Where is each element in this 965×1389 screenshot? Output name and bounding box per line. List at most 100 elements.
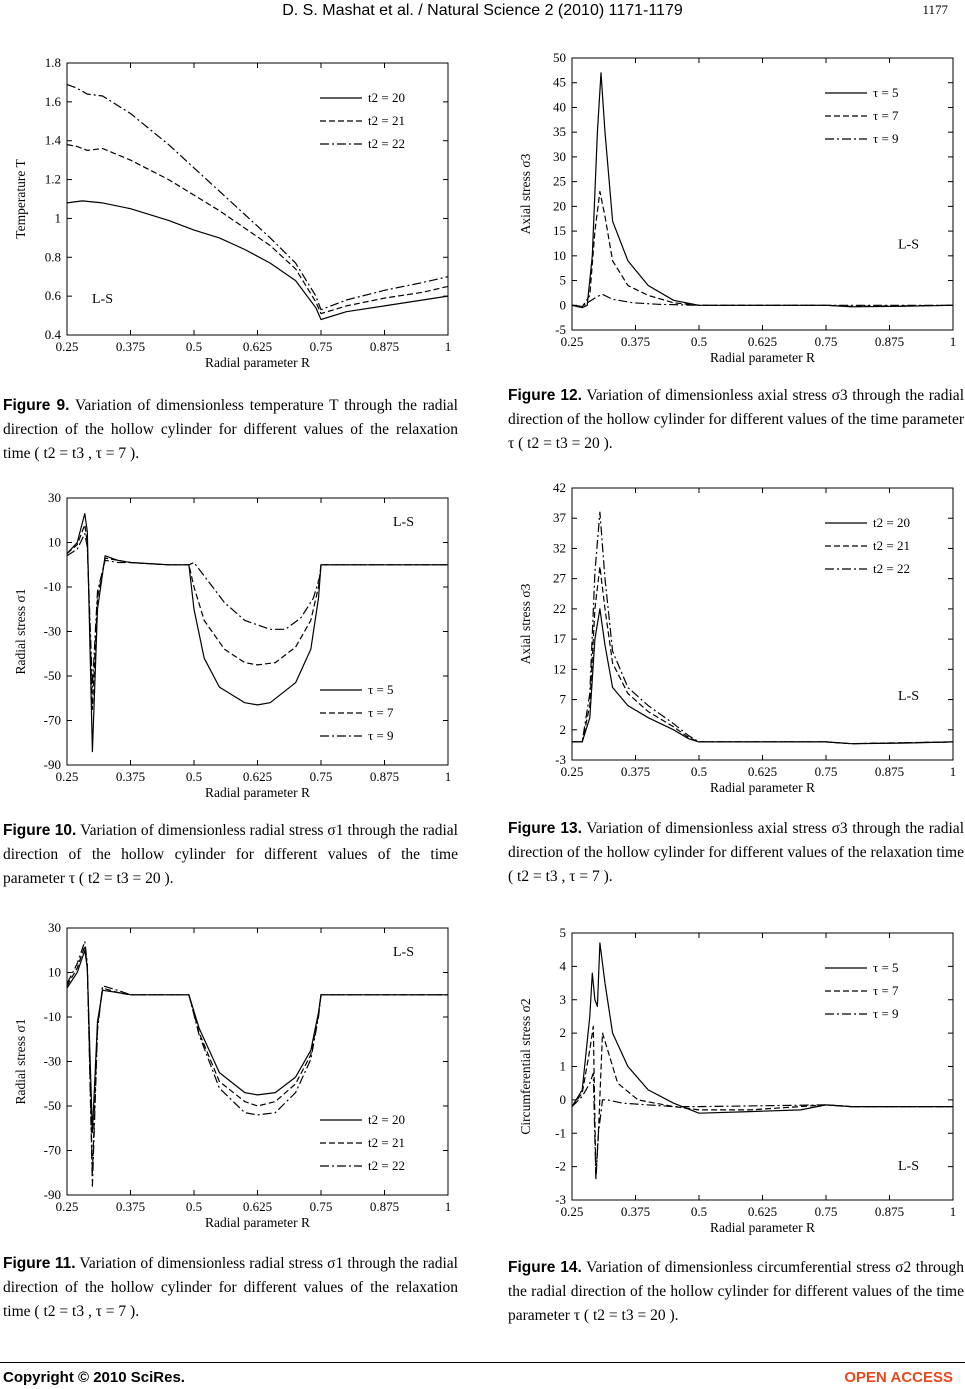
y-tick-label: 27	[553, 571, 567, 586]
y-axis-label: Circumferential stress σ2	[518, 998, 533, 1134]
y-tick-label: 1	[560, 1059, 567, 1074]
caption-text: Variation of dimensionless radial stress…	[3, 1255, 458, 1320]
caption-label: Figure 14.	[508, 1259, 582, 1276]
caption-label: Figure 11.	[3, 1255, 76, 1272]
caption-label: Figure 12.	[508, 387, 582, 404]
y-tick-label: 30	[553, 149, 566, 164]
x-tick-label: 0.375	[621, 764, 650, 779]
y-tick-label: -1	[555, 1125, 566, 1140]
legend-label: τ = 9	[873, 1006, 899, 1021]
x-tick-label: 0.875	[370, 769, 399, 784]
y-tick-label: 30	[48, 490, 61, 505]
legend-label: t2 = 21	[873, 538, 910, 553]
x-tick-label: 0.5	[691, 764, 707, 779]
caption-text: Variation of dimensionless axial stress …	[508, 820, 964, 885]
y-tick-label: 1.8	[45, 55, 61, 70]
x-tick-label: 0.875	[370, 1199, 399, 1214]
series-line-2	[571, 190, 954, 308]
chart-annotation: L-S	[92, 292, 113, 307]
figure-12-caption: Figure 12. Variation of dimensionless ax…	[508, 384, 964, 456]
y-tick-label: -5	[555, 322, 566, 337]
legend-label: t2 = 21	[368, 113, 405, 128]
y-tick-label: 35	[553, 124, 566, 139]
x-tick-label: 0.875	[370, 339, 399, 354]
y-axis-label: Radial stress σ1	[13, 1018, 28, 1104]
x-tick-label: 0.375	[621, 334, 650, 349]
legend-label: t2 = 20	[368, 1112, 405, 1127]
series-line-3	[571, 1072, 953, 1181]
y-tick-label: -90	[44, 1187, 61, 1202]
y-tick-label: 17	[553, 631, 567, 646]
page-number: 1177	[922, 2, 948, 17]
y-tick-label: -10	[44, 1009, 61, 1024]
figure-10-svg: 0.25 0.375 0.5 0.625 0.75 0.875 1 -90 -70 -50 -30 -…	[13, 490, 452, 800]
x-tick-label: 0.75	[310, 769, 333, 784]
y-tick-label: 1	[55, 210, 62, 225]
x-tick-label: 0.75	[310, 1199, 333, 1214]
y-tick-label: 37	[553, 510, 567, 525]
y-tick-label: 40	[553, 99, 566, 114]
y-tick-label: -70	[44, 1143, 61, 1158]
header-title: D. S. Mashat et al. / Natural Science 2 …	[282, 2, 683, 19]
y-axis-label: Temperature T	[13, 159, 28, 239]
y-tick-label: 50	[553, 50, 566, 65]
y-tick-label: 15	[553, 223, 566, 238]
series-group	[66, 513, 448, 753]
y-tick-label: -30	[44, 624, 61, 639]
figure-11-svg: 0.25 0.375 0.5 0.625 0.75 0.875 1 -90 -70 -50 -30 -…	[13, 920, 451, 1230]
x-tick-label: 0.5	[186, 339, 202, 354]
legend-label: t2 = 22	[873, 561, 910, 576]
legend-label: t2 = 22	[368, 136, 405, 151]
legend-label: τ = 5	[368, 682, 394, 697]
chart-annotation: L-S	[898, 237, 919, 252]
plot-frame	[66, 497, 449, 766]
plot-frame	[66, 927, 449, 1196]
x-axis-label: Radial parameter R	[710, 350, 815, 365]
x-tick-label: 0.5	[691, 1204, 707, 1219]
x-tick-label: 0.25	[56, 1199, 79, 1214]
series-line-2	[572, 566, 954, 745]
series-line-1	[66, 513, 448, 753]
x-tick-label: 1	[950, 764, 957, 779]
y-tick-label: 1.2	[45, 172, 61, 187]
series-line-1	[66, 200, 449, 321]
series-line-3	[571, 293, 953, 307]
series-line-1	[572, 608, 954, 745]
chart-annotation: L-S	[393, 515, 414, 530]
running-header: D. S. Mashat et al. / Natural Science 2 …	[0, 2, 965, 22]
x-tick-label: 1	[950, 1204, 957, 1219]
caption-text: Variation of dimensionless axial stress …	[508, 387, 964, 452]
y-tick-label: 0.8	[45, 249, 61, 264]
figure-9-svg: 0.25 0.375 0.5 0.625 0.75 0.875 1 0.4 0.6 0.8 1 1.2…	[13, 55, 451, 370]
x-tick-label: 0.375	[116, 339, 145, 354]
x-tick-label: 0.75	[815, 1204, 838, 1219]
legend-label: τ = 9	[873, 131, 899, 146]
caption-label: Figure 13.	[508, 820, 582, 837]
y-tick-label: 0	[560, 1092, 567, 1107]
x-axis-label: Radial parameter R	[205, 1215, 310, 1230]
caption-label: Figure 10.	[3, 822, 77, 839]
series-line-3	[66, 940, 448, 1187]
x-tick-label: 0.625	[748, 1204, 777, 1219]
x-tick-label: 0.875	[875, 764, 904, 779]
series-line-1	[571, 942, 953, 1114]
x-tick-label: 1	[445, 769, 452, 784]
figure-14-svg: 0.25 0.375 0.5 0.625 0.75 0.875 1 -3 -2 -1 0 1 2 3 4 5 R…	[518, 925, 957, 1235]
legend-label: t2 = 20	[368, 90, 405, 105]
series-group	[66, 83, 449, 321]
x-tick-label: 0.25	[56, 769, 79, 784]
footer-open-access: OPEN ACCESS	[844, 1369, 953, 1386]
series-line-2	[571, 1025, 953, 1178]
x-axis-label: Radial parameter R	[710, 780, 815, 795]
x-tick-label: 0.5	[691, 334, 707, 349]
figure-11-caption: Figure 11. Variation of dimensionless ra…	[3, 1252, 458, 1324]
y-axis-label: Radial stress σ1	[13, 588, 28, 674]
y-tick-label: -3	[555, 1192, 566, 1207]
chart-annotation: L-S	[898, 689, 919, 704]
x-tick-label: 0.625	[748, 764, 777, 779]
y-tick-label: 2	[560, 1025, 567, 1040]
x-tick-label: 0.25	[561, 764, 584, 779]
y-tick-label: -70	[44, 713, 61, 728]
x-tick-label: 0.375	[116, 1199, 145, 1214]
x-tick-label: 0.375	[116, 769, 145, 784]
